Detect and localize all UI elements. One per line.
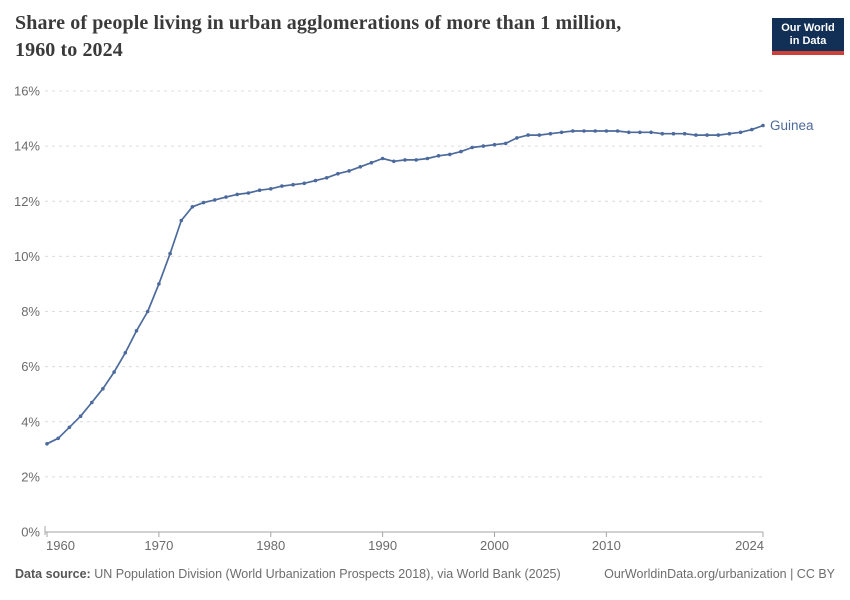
y-axis-tick-label: 12% [14,194,40,209]
data-point [738,130,743,135]
data-point [257,188,262,192]
page-title-line2: 1960 to 2024 [15,39,123,61]
data-point [78,414,83,419]
data-point [414,158,419,162]
data-point [503,141,508,146]
data-point [56,436,60,441]
data-point [425,156,430,161]
data-point [179,218,184,223]
data-point [224,195,228,199]
data-point [660,131,665,136]
x-axis-tick-label: 2024 [735,538,764,553]
data-point [615,129,620,133]
page-title-line1: Share of people living in urban agglomer… [15,12,622,34]
data-point [559,130,564,135]
attribution-link[interactable]: OurWorldinData.org/urbanization | CC BY [604,567,835,581]
data-point [694,133,698,137]
data-point [101,386,105,391]
data-point [358,165,363,169]
y-axis-tick-label: 2% [21,469,40,484]
data-point [302,181,307,186]
y-axis-tick-label: 8% [21,304,40,319]
data-point [291,182,295,187]
data-point [593,129,597,133]
data-point [448,152,452,157]
data-point [638,130,642,135]
data-point [134,329,139,333]
owid-logo-line2: in Data [789,35,827,47]
data-point [481,144,486,148]
y-axis-tick-label: 10% [14,249,40,264]
data-point [548,131,553,136]
data-point [145,309,150,314]
entity-label-guinea[interactable]: Guinea [770,118,814,133]
data-point [67,425,72,430]
chart-footer: Data source: UN Population Division (Wor… [15,566,835,582]
series-line [46,124,764,445]
data-point [459,149,463,154]
data-point [201,200,206,205]
data-point [213,198,217,202]
data-point [123,351,128,355]
x-axis-tick-label: 2010 [592,538,621,553]
data-point [671,131,676,136]
y-axis-tick-label: 0% [21,525,40,540]
x-axis-tick-label: 2000 [480,538,509,553]
data-point [492,142,497,147]
data-point [436,154,441,158]
data-point [470,145,474,150]
data-point [537,133,542,137]
data-point [705,133,709,137]
data-source-label: Data source: [15,567,91,581]
data-point [336,171,340,176]
guinea-line-series[interactable] [45,123,765,446]
data-point [761,123,765,128]
data-point [627,130,631,135]
data-point [392,159,396,164]
data-point [235,192,239,197]
y-axis-tick-label: 4% [21,414,40,429]
data-point [526,133,530,137]
data-point [324,176,329,180]
data-point [682,131,687,136]
owid-logo[interactable]: Our World in Data [772,18,844,55]
data-point [380,156,385,161]
data-point [515,136,519,140]
y-axis-tick-label: 6% [21,359,40,374]
data-point [716,133,721,137]
data-point [649,130,653,135]
data-point [571,129,575,133]
data-point [727,131,732,136]
data-point [347,169,351,173]
x-axis-tick-label: 1970 [144,538,173,553]
data-point [168,251,172,256]
data-point [313,178,318,183]
x-axis-tick-label: 1980 [256,538,285,553]
data-point [582,129,586,133]
data-point [280,184,284,188]
data-point [246,191,251,195]
x-axis-tick-label: 1960 [46,538,75,553]
data-point [269,187,273,191]
data-point [750,127,754,132]
owid-logo-line1: Our World [781,22,835,34]
data-source-text: Data source: UN Population Division (Wor… [15,566,561,582]
page-title: Share of people living in urban agglomer… [15,10,755,64]
data-point [369,160,374,165]
data-point [112,370,116,374]
data-point [45,442,49,446]
y-axis-tick-label: 16% [14,84,40,99]
data-source-value: UN Population Division (World Urbanizati… [94,567,561,581]
data-point [403,158,407,162]
data-point [190,205,195,209]
data-point [90,400,94,405]
x-axis-tick-label: 1990 [368,538,397,553]
y-axis-tick-label: 14% [14,139,40,154]
data-point [157,282,161,286]
data-point [604,129,609,133]
